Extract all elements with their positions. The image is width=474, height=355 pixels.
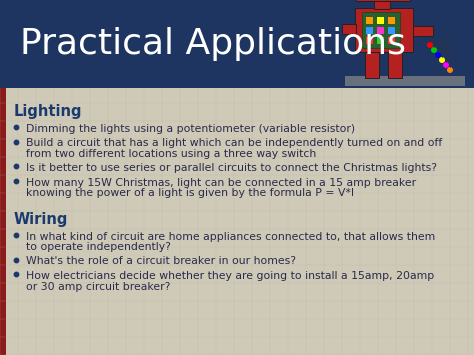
Text: knowing the power of a light is given by the formula P = V*I: knowing the power of a light is given by… — [26, 188, 354, 198]
Bar — [342, 24, 356, 34]
Bar — [366, 27, 373, 34]
Bar — [345, 76, 465, 86]
Bar — [350, 26, 465, 86]
Circle shape — [435, 52, 441, 58]
Text: to operate independently?: to operate independently? — [26, 242, 171, 252]
Text: or 30 amp circuit breaker?: or 30 amp circuit breaker? — [26, 282, 170, 291]
Circle shape — [447, 67, 453, 73]
Bar — [365, 50, 379, 78]
Text: How many 15W Christmas, light can be connected in a 15 amp breaker: How many 15W Christmas, light can be con… — [26, 178, 416, 187]
Bar — [377, 27, 384, 34]
Text: How electricians decide whether they are going to install a 15amp, 20amp: How electricians decide whether they are… — [26, 271, 434, 281]
Bar — [388, 17, 395, 24]
Bar — [374, 0, 390, 9]
Bar — [0, 88, 6, 355]
Circle shape — [439, 57, 445, 63]
Bar — [413, 26, 433, 36]
Text: In what kind of circuit are home appliances connected to, that allows them: In what kind of circuit are home applian… — [26, 232, 435, 242]
Bar — [356, 0, 410, 1]
Text: Dimming the lights using a potentiometer (variable resistor): Dimming the lights using a potentiometer… — [26, 124, 355, 134]
Text: Is it better to use series or parallel circuits to connect the Christmas lights?: Is it better to use series or parallel c… — [26, 163, 437, 173]
Bar — [388, 27, 395, 34]
Text: Build a circuit that has a light which can be independently turned on and off: Build a circuit that has a light which c… — [26, 138, 442, 148]
Bar — [366, 17, 373, 24]
Text: What's the role of a circuit breaker in our homes?: What's the role of a circuit breaker in … — [26, 257, 296, 267]
Bar — [362, 12, 400, 48]
Bar — [366, 37, 373, 44]
Bar — [0, 0, 474, 88]
Text: from two different locations using a three way switch: from two different locations using a thr… — [26, 149, 316, 159]
Bar — [377, 17, 384, 24]
Bar — [388, 37, 395, 44]
Text: Practical Applications: Practical Applications — [20, 27, 406, 61]
Bar — [377, 37, 384, 44]
Bar — [355, 8, 413, 52]
Circle shape — [427, 42, 433, 48]
Circle shape — [431, 47, 437, 53]
Bar — [388, 50, 402, 78]
Circle shape — [443, 62, 449, 68]
Text: Lighting: Lighting — [14, 104, 82, 119]
Text: Wiring: Wiring — [14, 212, 68, 227]
